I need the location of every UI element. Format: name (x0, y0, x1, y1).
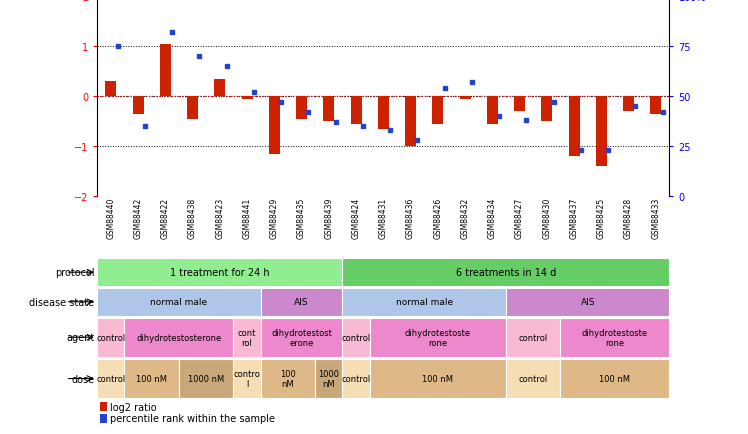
Bar (560, 359, 669, 398)
Bar (506, 359, 560, 398)
Text: GSM88428: GSM88428 (624, 197, 633, 238)
Bar (343, 359, 370, 398)
Text: GSM88436: GSM88436 (406, 197, 415, 238)
Bar (261, 318, 343, 357)
Bar (378, 97, 389, 130)
Bar (459, 97, 470, 100)
Text: GSM88441: GSM88441 (242, 197, 251, 238)
Bar (179, 359, 233, 398)
Text: GSM88425: GSM88425 (597, 197, 606, 238)
Text: GSM88433: GSM88433 (652, 197, 660, 238)
Text: disease state: disease state (29, 297, 94, 307)
Bar (514, 97, 525, 112)
Bar (343, 318, 370, 357)
Bar (315, 359, 343, 398)
Text: GSM88423: GSM88423 (215, 197, 224, 238)
Text: GSM88432: GSM88432 (461, 197, 470, 238)
Bar (242, 97, 253, 100)
Text: GSM88439: GSM88439 (325, 197, 334, 238)
Bar (233, 359, 261, 398)
Text: AIS: AIS (580, 298, 595, 306)
Text: dihydrotestosterone: dihydrotestosterone (136, 333, 221, 342)
Text: log2 ratio: log2 ratio (110, 401, 156, 411)
Bar (596, 97, 607, 167)
Bar (100, 402, 107, 411)
Text: 1 treatment for 24 h: 1 treatment for 24 h (170, 268, 270, 277)
Bar (261, 288, 343, 316)
Text: dose: dose (71, 374, 94, 384)
Text: AIS: AIS (295, 298, 309, 306)
Text: 1000
nM: 1000 nM (319, 369, 340, 388)
Bar (100, 414, 107, 423)
Bar (560, 318, 669, 357)
Bar (132, 97, 144, 115)
Text: protocol: protocol (55, 268, 94, 277)
Text: normal male: normal male (396, 298, 453, 306)
Text: 100 nM: 100 nM (423, 374, 453, 383)
Text: 100 nM: 100 nM (136, 374, 168, 383)
Text: GSM88434: GSM88434 (488, 197, 497, 238)
Bar (97, 359, 124, 398)
Bar (187, 97, 198, 120)
Bar (124, 318, 233, 357)
Text: 1000 nM: 1000 nM (188, 374, 224, 383)
Text: GSM88424: GSM88424 (352, 197, 361, 238)
Text: 100 nM: 100 nM (599, 374, 631, 383)
Text: control: control (518, 374, 548, 383)
Bar (568, 97, 580, 157)
Bar (215, 80, 225, 97)
Text: control: control (518, 333, 548, 342)
Text: GSM88431: GSM88431 (378, 197, 388, 238)
Text: GSM88429: GSM88429 (270, 197, 279, 238)
Bar (432, 97, 444, 125)
Bar (370, 318, 506, 357)
Text: dihydrotestoste
rone: dihydrotestoste rone (405, 328, 471, 347)
Text: dihydrotestoste
rone: dihydrotestoste rone (582, 328, 648, 347)
Bar (506, 288, 669, 316)
Text: 6 treatments in 14 d: 6 treatments in 14 d (456, 268, 556, 277)
Bar (124, 359, 179, 398)
Bar (405, 97, 416, 147)
Text: GSM88438: GSM88438 (188, 197, 197, 238)
Text: GSM88442: GSM88442 (134, 197, 143, 238)
Bar (542, 97, 552, 122)
Bar (105, 82, 117, 97)
Text: normal male: normal male (150, 298, 207, 306)
Bar (651, 97, 661, 115)
Bar (323, 97, 334, 122)
Bar (506, 318, 560, 357)
Bar (160, 45, 171, 97)
Text: GSM88422: GSM88422 (161, 197, 170, 238)
Bar (97, 288, 261, 316)
Text: percentile rank within the sample: percentile rank within the sample (110, 413, 275, 423)
Text: GSM88426: GSM88426 (433, 197, 442, 238)
Bar (351, 97, 361, 125)
Bar (487, 97, 498, 125)
Text: control: control (342, 333, 371, 342)
Text: GSM88435: GSM88435 (297, 197, 306, 238)
Bar (623, 97, 634, 112)
Text: GSM88427: GSM88427 (515, 197, 524, 238)
Text: cont
rol: cont rol (238, 328, 257, 347)
Bar (343, 259, 669, 286)
Bar (261, 359, 315, 398)
Text: GSM88440: GSM88440 (106, 197, 115, 238)
Text: GSM88437: GSM88437 (569, 197, 579, 238)
Bar (343, 288, 506, 316)
Text: agent: agent (66, 332, 94, 342)
Bar (370, 359, 506, 398)
Bar (233, 318, 261, 357)
Text: control: control (96, 333, 126, 342)
Text: control: control (342, 374, 371, 383)
Bar (269, 97, 280, 155)
Text: 100
nM: 100 nM (280, 369, 296, 388)
Text: GSM88430: GSM88430 (542, 197, 551, 238)
Text: control: control (96, 374, 126, 383)
Text: contro
l: contro l (233, 369, 260, 388)
Bar (97, 318, 124, 357)
Text: dihydrotestost
erone: dihydrotestost erone (272, 328, 332, 347)
Bar (97, 259, 343, 286)
Bar (296, 97, 307, 120)
